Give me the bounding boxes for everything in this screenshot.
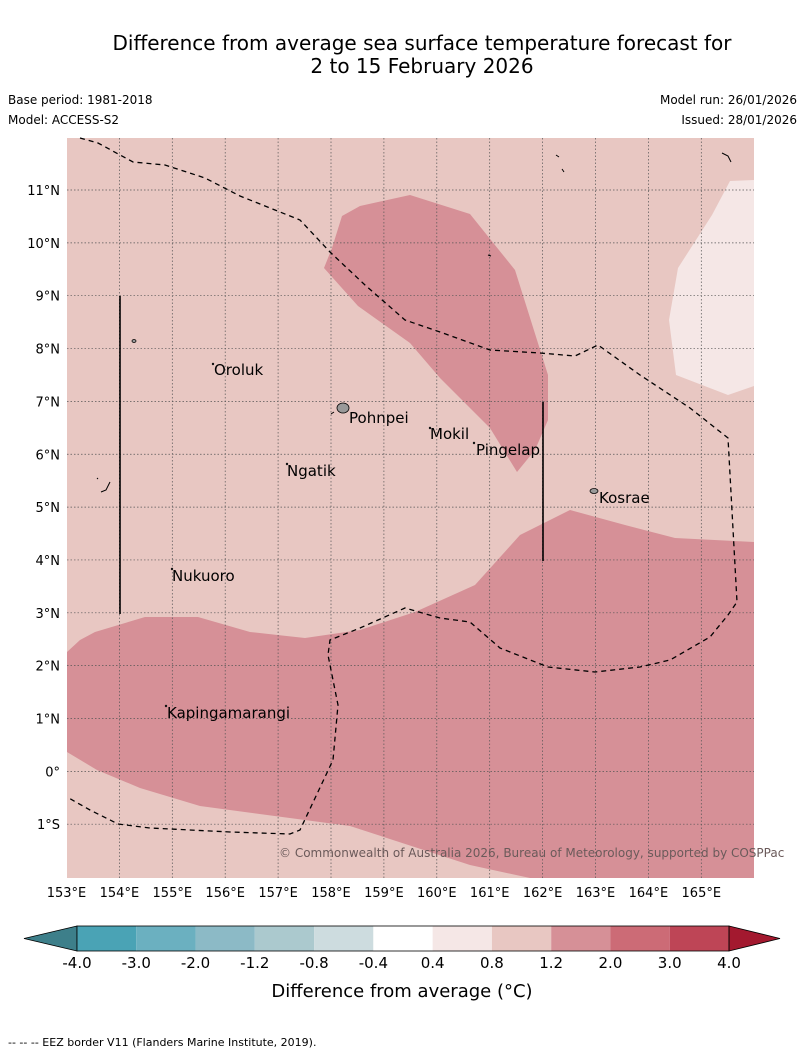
longitude-tick-label: 163°E (576, 886, 616, 901)
longitude-tick-label: 153°E (47, 886, 87, 901)
colorbar-tick-label: -1.2 (240, 954, 269, 972)
graticule (67, 138, 754, 878)
place-label-oroluk: Oroluk (214, 361, 263, 379)
latitude-labels: 11°N 10°N 9°N 8°N 7°N 6°N 5°N 4°N 3°N 2°N 1°N 0° 1°S (27, 184, 60, 833)
colorbar-tick-label: -0.8 (299, 954, 328, 972)
colorbar-tick-label: 0.4 (421, 954, 445, 972)
colorbar-swatch (373, 926, 433, 951)
longitude-tick-label: 154°E (100, 886, 140, 901)
latitude-tick-label: 0° (45, 765, 60, 780)
colorbar-label: Difference from average (°C) (271, 981, 532, 1002)
anomaly-fill-1.2-2.0-south (67, 510, 754, 878)
latitude-tick-label: 7°N (36, 395, 61, 410)
longitude-tick-label: 157°E (258, 886, 298, 901)
colorbar-swatch (195, 926, 255, 951)
latitude-tick-label: 6°N (36, 448, 61, 463)
islands (131, 339, 599, 708)
place-label-pingelap: Pingelap (476, 441, 540, 459)
anomaly-fill-1.2-2.0-north (324, 195, 548, 472)
place-label-nukuoro: Nukuoro (172, 567, 235, 585)
map-panel (67, 138, 754, 878)
colorbar-tick-labels: -4.0 -3.0 -2.0 -1.2 -0.8 -0.4 0.4 0.8 1.2 2.0 3.0 4… (62, 954, 741, 972)
title-line-1: Difference from average sea surface temp… (112, 31, 732, 55)
colorbar-tick-label: -4.0 (62, 954, 91, 972)
longitude-tick-label: 155°E (153, 886, 193, 901)
latitude-tick-label: 3°N (36, 607, 61, 622)
colorbar-tick-label: 0.8 (480, 954, 504, 972)
colorbar-swatch (610, 926, 670, 951)
latitude-tick-label: 5°N (36, 501, 61, 516)
small-atoll (131, 339, 137, 343)
map-title: Difference from average sea surface temp… (60, 32, 784, 78)
eez-border-line (66, 137, 738, 835)
colorbar-swatch (551, 926, 611, 951)
latitude-tick-label: 9°N (36, 290, 61, 305)
colorbar-swatch (669, 926, 729, 951)
ngatik-atoll (285, 462, 289, 466)
latitude-tick-label: 11°N (27, 184, 60, 199)
place-label-kosrae: Kosrae (599, 489, 650, 507)
longitude-tick-label: 164°E (629, 886, 669, 901)
small-islets (96, 152, 732, 493)
copyright-notice: © Commonwealth of Australia 2026, Bureau… (279, 846, 784, 860)
place-label-pohnpei: Pohnpei (349, 409, 409, 427)
title-line-2: 2 to 15 February 2026 (310, 54, 534, 78)
latitude-tick-label: 2°N (36, 660, 61, 675)
model-name: Model: ACCESS-S2 (8, 113, 120, 127)
place-label-ngatik: Ngatik (287, 462, 336, 480)
mokil-atoll (428, 426, 432, 430)
colorbar-tick-label: 1.2 (539, 954, 563, 972)
pohnpei-island (336, 402, 350, 414)
colorbar-swatch (254, 926, 315, 951)
latitude-tick-label: 10°N (27, 237, 60, 252)
eez-border (66, 137, 738, 835)
colorbar-extend-low (23, 925, 78, 952)
nukuoro-atoll (170, 567, 174, 571)
oroluk-atoll (211, 362, 215, 366)
pingelap-atoll (472, 441, 476, 445)
place-label-kapingamarangi: Kapingamarangi (167, 704, 290, 722)
longitude-tick-label: 160°E (417, 886, 457, 901)
colorbar-tick-label: 2.0 (599, 954, 623, 972)
issued-date: Issued: 28/01/2026 (681, 113, 797, 127)
longitude-tick-label: 161°E (470, 886, 510, 901)
colorbar-tick-label: -2.0 (181, 954, 210, 972)
anomaly-fill-0.4-0.8 (669, 180, 754, 395)
colorbar-extend-high (728, 925, 781, 952)
base-period: Base period: 1981-2018 (8, 93, 153, 107)
latitude-tick-label: 4°N (36, 554, 61, 569)
colorbar-tick-label: 4.0 (717, 954, 741, 972)
place-label-mokil: Mokil (430, 425, 469, 443)
model-run: Model run: 26/01/2026 (659, 93, 797, 107)
colorbar-frame (76, 925, 730, 952)
eez-footnote: -- -- -- EEZ border V11 (Flanders Marine… (8, 1036, 317, 1049)
latitude-tick-label: 1°N (36, 713, 61, 728)
longitude-labels: 153°E 154°E 155°E 156°E 157°E 158°E 159°E 160°E… (47, 886, 721, 901)
colorbar (23, 925, 781, 952)
longitude-tick-label: 159°E (364, 886, 404, 901)
colorbar-swatch (491, 926, 552, 951)
longitude-tick-label: 156°E (205, 886, 245, 901)
kapingamarangi-atoll (164, 704, 168, 708)
colorbar-tick-label: 3.0 (658, 954, 682, 972)
latitude-tick-label: 1°S (37, 818, 60, 833)
latitude-tick-label: 8°N (36, 343, 61, 358)
colorbar-swatch (432, 926, 492, 951)
colorbar-swatch (136, 926, 196, 951)
colorbar-tick-label: -3.0 (122, 954, 151, 972)
kosrae-island (589, 488, 599, 494)
longitude-tick-label: 162°E (523, 886, 563, 901)
colorbar-swatch (314, 926, 374, 951)
longitude-tick-label: 165°E (682, 886, 722, 901)
longitude-tick-label: 158°E (311, 886, 351, 901)
colorbar-tick-label: -0.4 (359, 954, 388, 972)
colorbar-swatch (77, 926, 137, 951)
